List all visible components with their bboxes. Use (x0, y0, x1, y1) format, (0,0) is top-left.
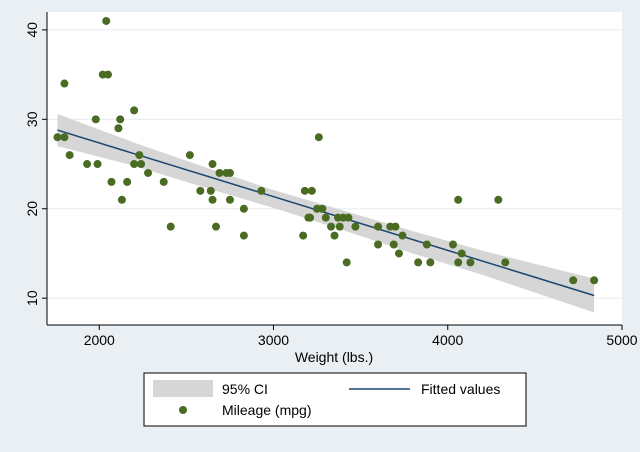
data-point-64 (454, 195, 463, 204)
legend-point-marker (179, 406, 187, 414)
data-point-1 (60, 133, 69, 142)
data-point-24 (206, 186, 215, 195)
data-point-19 (144, 168, 153, 177)
data-point-13 (117, 195, 126, 204)
data-point-9 (103, 70, 112, 79)
legend-ci-label: 95% CI (222, 381, 268, 397)
data-point-61 (426, 258, 435, 267)
y-tick-label-20: 20 (24, 201, 40, 217)
data-point-18 (137, 160, 146, 169)
data-point-25 (208, 160, 217, 169)
y-tick-label-40: 40 (24, 22, 40, 38)
data-point-49 (342, 258, 351, 267)
data-point-0 (53, 133, 62, 142)
legend-points-label: Mileage (mpg) (222, 402, 311, 418)
data-point-4 (83, 160, 92, 169)
data-point-62 (448, 240, 457, 249)
y-tick-label-10: 10 (24, 290, 40, 306)
data-point-42 (318, 204, 327, 213)
data-point-15 (130, 160, 139, 169)
data-point-59 (414, 258, 423, 267)
gridlines (47, 29, 622, 299)
data-point-56 (391, 222, 400, 231)
data-point-17 (135, 151, 144, 160)
data-point-58 (398, 231, 407, 240)
scatter-points (53, 16, 599, 285)
data-point-12 (116, 115, 125, 124)
data-point-20 (159, 177, 168, 186)
data-point-30 (225, 168, 234, 177)
data-point-8 (102, 16, 111, 25)
data-point-3 (65, 151, 74, 160)
data-point-39 (307, 186, 316, 195)
legend: 95% CI Fitted values Mileage (mpg) (143, 372, 527, 427)
data-point-43 (321, 213, 330, 222)
data-point-23 (196, 186, 205, 195)
data-point-44 (327, 222, 336, 231)
data-point-26 (208, 195, 217, 204)
data-point-70 (590, 276, 599, 285)
data-point-57 (394, 249, 403, 258)
data-point-10 (107, 177, 116, 186)
x-tick-label-2000: 2000 (84, 332, 115, 348)
data-point-31 (225, 195, 234, 204)
data-point-66 (466, 258, 475, 267)
data-point-5 (91, 115, 100, 124)
data-point-27 (212, 222, 221, 231)
data-point-38 (306, 213, 315, 222)
legend-ci-swatch (153, 380, 213, 397)
data-point-68 (501, 258, 510, 267)
data-point-11 (114, 124, 123, 133)
y-tick-label-30: 30 (24, 111, 40, 127)
data-point-55 (389, 240, 398, 249)
data-point-60 (422, 240, 431, 249)
data-point-65 (457, 249, 466, 258)
legend-fit-label: Fitted values (421, 381, 500, 397)
data-point-2 (60, 79, 69, 88)
data-point-45 (330, 231, 339, 240)
data-point-41 (314, 133, 323, 142)
data-point-6 (93, 160, 102, 169)
data-point-69 (569, 276, 578, 285)
data-point-35 (299, 231, 308, 240)
x-tick-label-4000: 4000 (432, 332, 463, 348)
data-point-22 (185, 151, 194, 160)
data-point-33 (239, 231, 248, 240)
x-tick-label-3000: 3000 (258, 332, 289, 348)
data-point-32 (239, 204, 248, 213)
x-tick-label-5000: 5000 (606, 332, 637, 348)
data-point-52 (374, 240, 383, 249)
data-point-53 (374, 222, 383, 231)
data-point-34 (257, 186, 266, 195)
data-point-14 (123, 177, 132, 186)
x-axis-title: Weight (lbs.) (295, 349, 373, 365)
data-point-63 (454, 258, 463, 267)
data-point-47 (335, 222, 344, 231)
axes: 10 20 30 40 2000 3000 4000 5000 (24, 12, 638, 348)
data-point-16 (130, 106, 139, 115)
fit-line-layer (57, 129, 595, 297)
data-point-51 (351, 222, 360, 231)
data-point-36 (300, 186, 309, 195)
data-point-50 (344, 213, 353, 222)
fitted-line (57, 129, 595, 297)
data-point-67 (494, 195, 503, 204)
data-point-28 (215, 168, 224, 177)
data-point-21 (166, 222, 175, 231)
